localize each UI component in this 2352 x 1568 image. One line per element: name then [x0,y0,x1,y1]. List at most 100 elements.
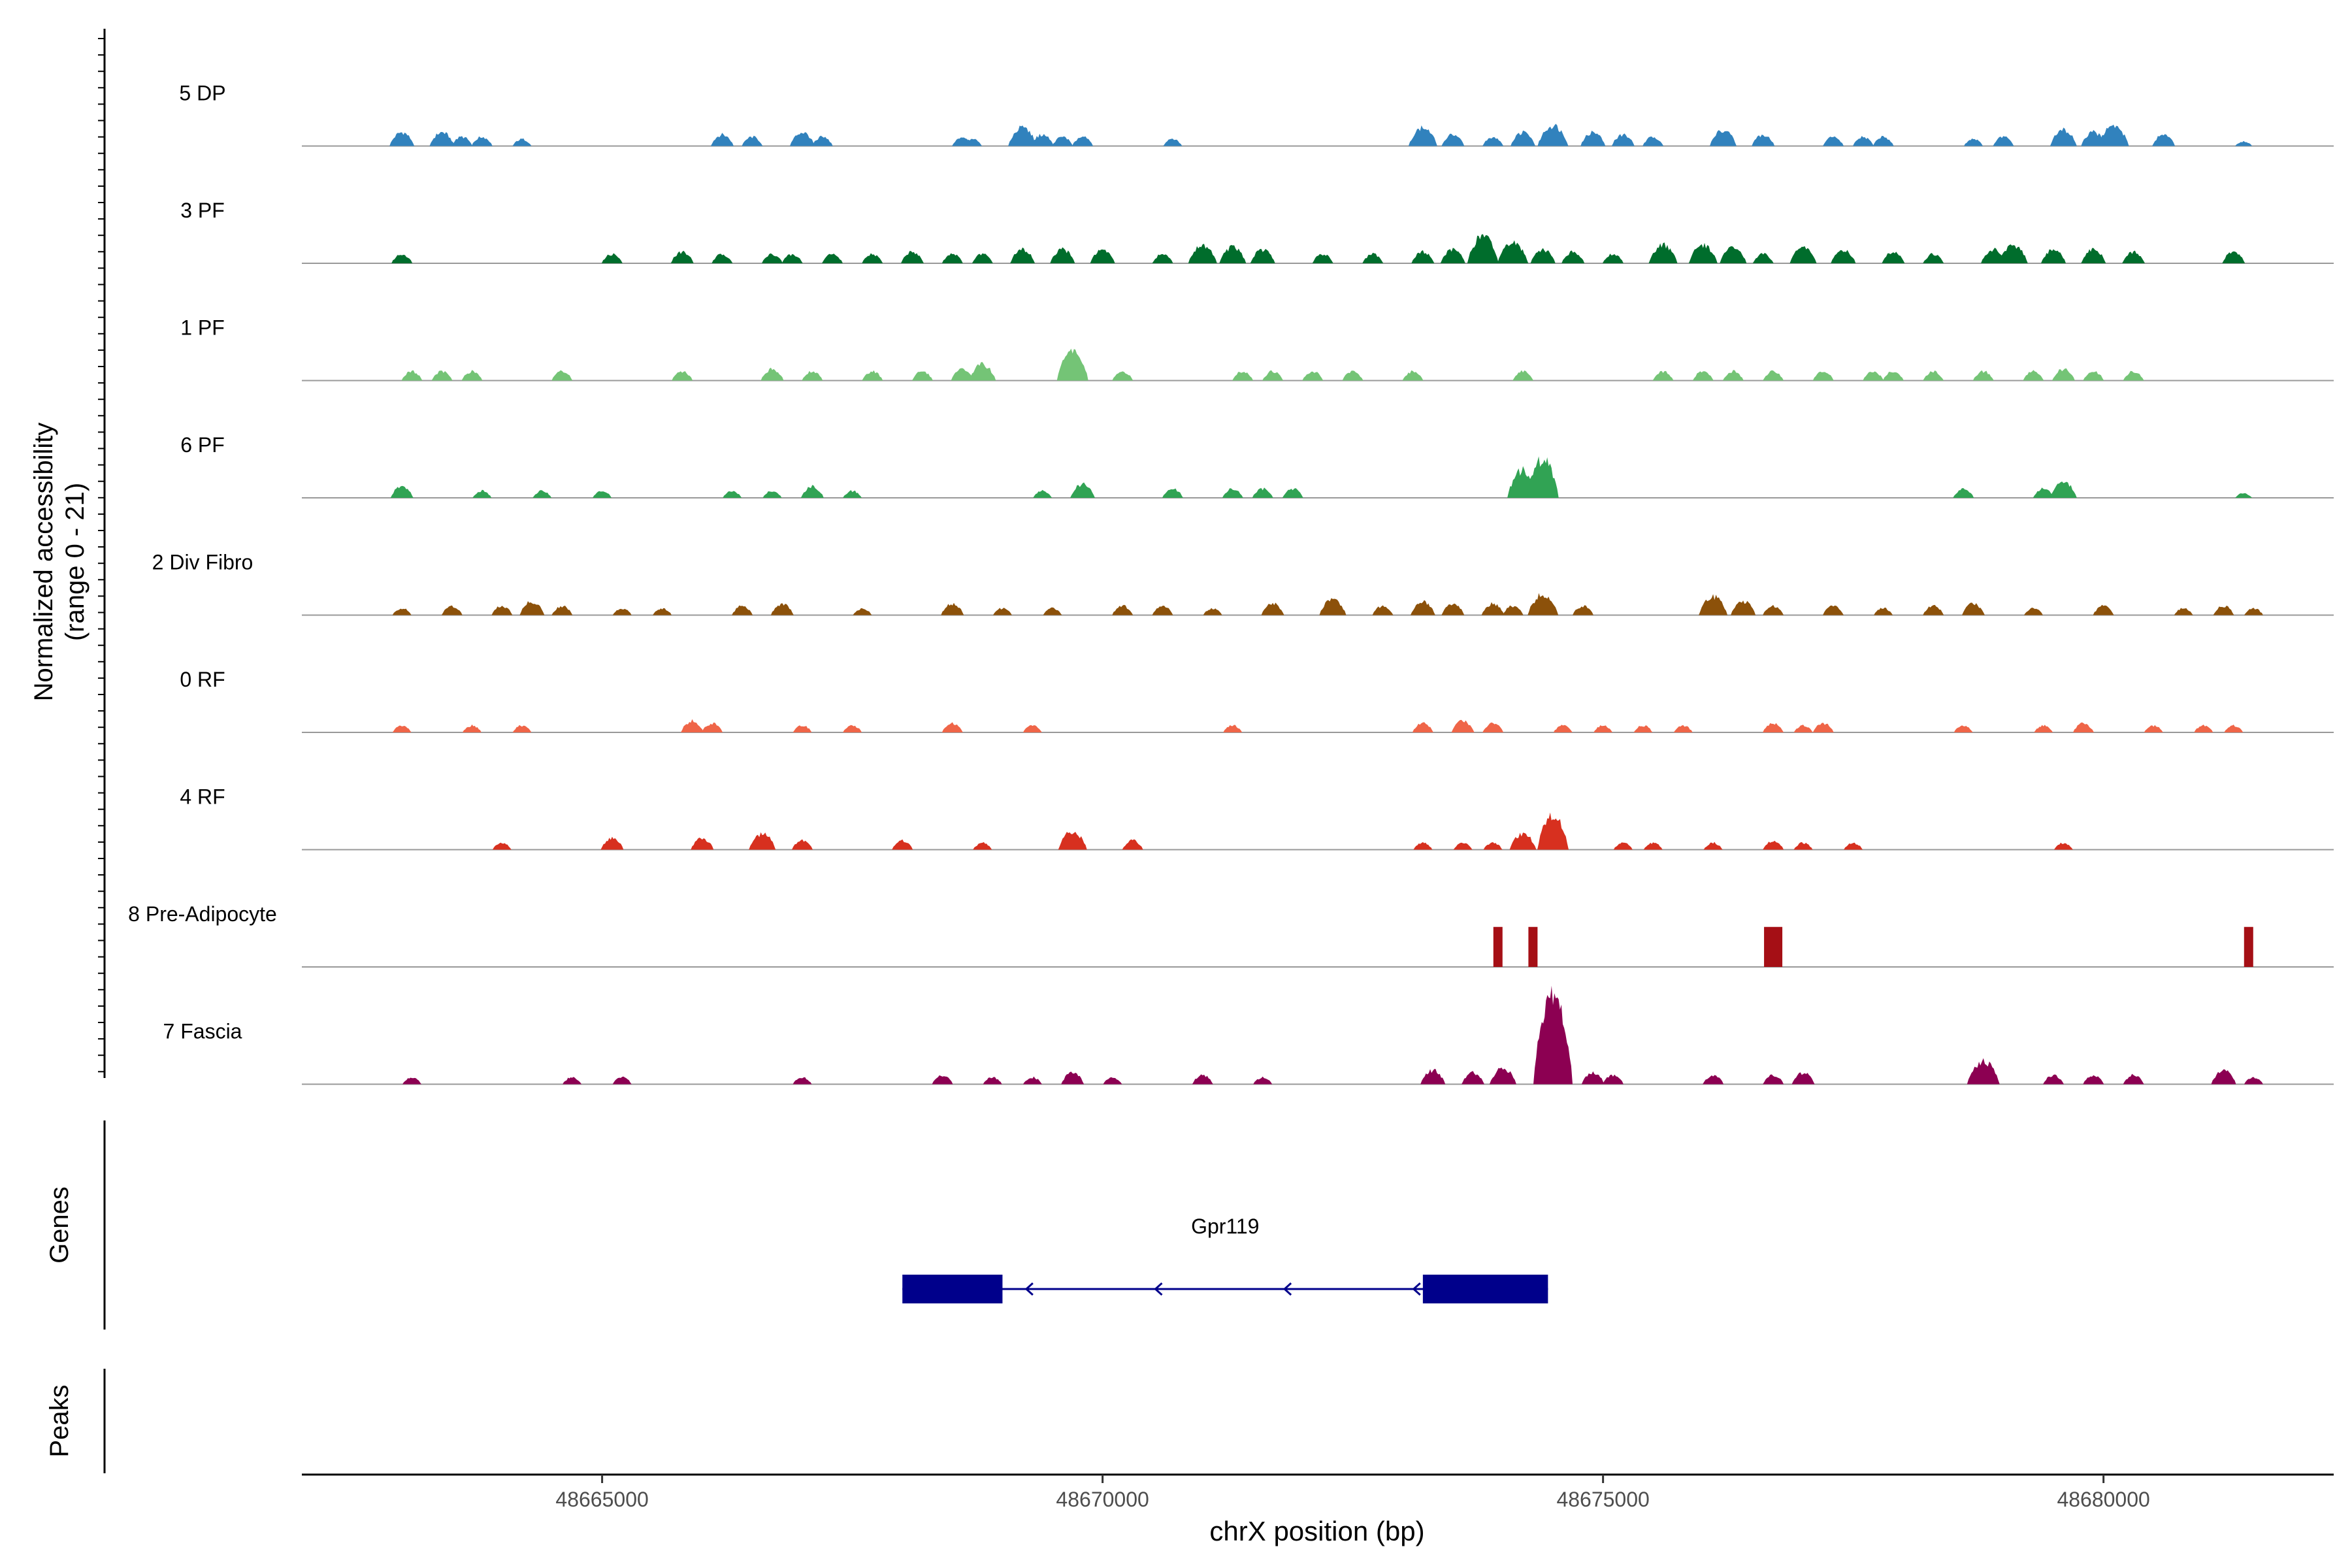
peak-area [1793,725,1813,732]
peak-area [792,1077,812,1085]
peak-area [1252,487,1273,498]
peak-area [472,489,492,498]
peak-area [1752,253,1774,263]
peak-area [1122,839,1143,850]
peak-area [1410,600,1435,615]
peak-area [691,838,714,850]
track-label: 1 PF [180,316,225,340]
y-axis-range-label: (range 0 - 21) [61,483,90,641]
peak-area [1853,136,1874,146]
peak-area [1219,245,1247,263]
peak-area [653,608,672,615]
peak-area [1050,247,1075,263]
peak-area [1602,1074,1624,1085]
peak-area [1573,605,1593,615]
track-4-rf: 4 RF [180,785,2334,851]
peak-area [2081,248,2106,263]
peak-area [802,370,823,381]
peak-area [1511,130,1536,146]
peak-area [1953,488,1974,498]
track-label: 0 RF [180,668,225,691]
peak-area [2123,1073,2144,1085]
peak-area [1823,605,1844,615]
peak-area [1720,246,1747,263]
peak-area [1056,348,1088,381]
peak-area [1262,370,1284,381]
peak-area [1561,250,1585,263]
peak-area [853,608,872,615]
peak-area [792,839,813,850]
peak-area [1090,249,1115,263]
peak-area [492,842,512,850]
peak-area [429,132,455,146]
peak-area [1642,136,1664,146]
gene-gpr119: Gpr119 [902,1215,1548,1303]
peak-area [843,490,862,498]
peak-area [941,602,964,615]
peak-area [402,1077,421,1085]
peak-area [1022,725,1042,732]
peak-area [461,370,483,381]
peak-area [612,1076,632,1085]
peak-area [1152,253,1173,263]
peak-area [800,485,824,498]
peak-area [2034,725,2053,732]
track-3-pf: 3 PF [180,199,2334,264]
peak-area [1420,1069,1446,1085]
peak-area [1967,1058,2000,1085]
peak-area [972,253,993,263]
peak-area [892,839,913,850]
peak-area [1222,488,1243,498]
peak-area [2073,722,2094,732]
gene-exon [1422,1275,1548,1303]
peak-area [1440,248,1465,263]
peak-area [2083,371,2104,381]
peak-area [1530,248,1556,263]
peak-area [973,841,992,850]
peak-area [843,725,862,732]
peak-area [392,608,412,615]
peak-area [1481,602,1505,615]
peak-area [1527,456,1559,498]
peak-area [1633,725,1653,732]
x-tick-label: 48680000 [2057,1488,2149,1511]
peak-area [390,485,414,498]
peak-area [901,251,924,263]
peak-area [2051,368,2075,381]
peak-area [1648,242,1678,263]
peak-area [1482,137,1504,146]
track-label: 7 Fascia [163,1020,242,1043]
peak-area [1831,250,1856,263]
peak-area [1033,489,1053,498]
peak-area [1319,598,1347,615]
track-6-pf: 6 PF [180,433,2334,498]
peak-area [2224,725,2244,732]
peak-area [2144,725,2163,732]
peak-area [1527,593,1559,615]
track-label: 2 Div Fibro [152,551,253,574]
peak-area [822,253,843,263]
track-label: 8 Pre-Adipocyte [128,902,277,926]
peak-area [1791,1072,1815,1085]
peak-area [1872,135,1894,146]
peak-area [1192,1074,1213,1085]
peak-area [1462,1071,1484,1085]
peak-area [1793,841,1813,850]
peak-area [441,605,463,615]
strand-arrow [1024,1282,1034,1296]
track-label: 6 PF [180,433,225,457]
peak-area [710,133,734,146]
peak-area [2244,608,2263,615]
peak-area [1502,605,1524,615]
x-axis-ticks: 48665000 48670000 48675000 48680000 [555,1475,2150,1511]
peak-area [911,371,933,381]
genes-panel-title: Genes [45,1186,74,1264]
peak-area [792,725,812,732]
peak-area [1372,605,1394,615]
peak-area [601,253,623,263]
peak-area [1052,136,1073,146]
x-axis-title: chrX position (bp) [1209,1516,1424,1546]
peak-area [2050,482,2077,498]
peak-area [1703,841,1723,850]
peak-area [1613,842,1633,850]
